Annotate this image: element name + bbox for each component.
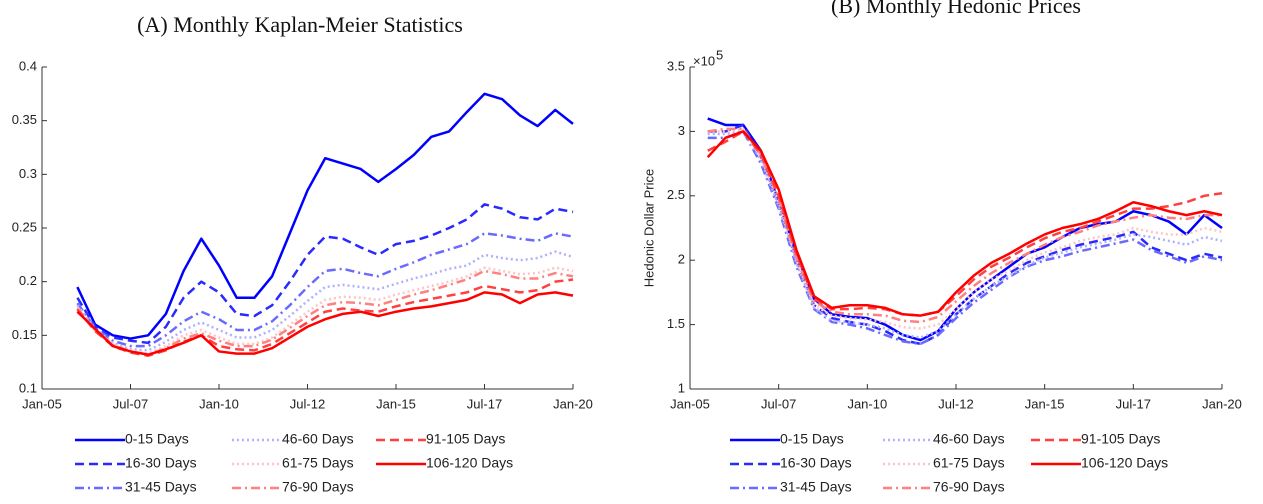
y-tick-label: 0.2 bbox=[19, 273, 37, 288]
legend-label: 0-15 Days bbox=[780, 431, 844, 447]
x-tick-label: Jan-15 bbox=[1025, 396, 1065, 411]
legend-label: 46-60 Days bbox=[933, 431, 1005, 447]
y-tick-label: 1.5 bbox=[667, 316, 685, 331]
series-line bbox=[76, 232, 574, 348]
series-line bbox=[76, 92, 574, 340]
y-tick-label: 0.25 bbox=[12, 219, 37, 234]
legend-label: 106-120 Days bbox=[1081, 455, 1168, 471]
series-line bbox=[76, 291, 574, 356]
chart-title: (B) Monthly Hedonic Prices bbox=[831, 0, 1081, 18]
panel: (B) Monthly Hedonic Prices 1 1.5 2 2.5 3 3.5 Ja… bbox=[641, 0, 1241, 495]
y-tick-label: 3.5 bbox=[667, 58, 685, 73]
legend-label: 16-30 Days bbox=[125, 455, 197, 471]
legend-label: 0-15 Days bbox=[125, 431, 189, 447]
y-tick-label: 0.3 bbox=[19, 166, 37, 181]
legend: 0-15 Days 16-30 Days 31-45 Days 46-60 Days 6… bbox=[75, 431, 513, 495]
chart-title: (A) Monthly Kaplan-Meier Statistics bbox=[137, 12, 463, 37]
y-tick-label: 0.1 bbox=[19, 380, 37, 395]
legend-label: 46-60 Days bbox=[282, 431, 354, 447]
y-tick-label: 0.4 bbox=[19, 58, 37, 73]
legend: 0-15 Days 16-30 Days 31-45 Days 46-60 Days 6… bbox=[730, 431, 1168, 495]
y-multiplier: ×10 bbox=[693, 53, 715, 68]
legend-label: 91-105 Days bbox=[1081, 431, 1160, 447]
series-line bbox=[707, 130, 1223, 339]
x-tick-label: Jan-20 bbox=[1202, 396, 1242, 411]
y-tick-label: 2.5 bbox=[667, 187, 685, 202]
series-line bbox=[706, 130, 1223, 317]
legend-label: 91-105 Days bbox=[426, 431, 505, 447]
series-line bbox=[707, 130, 1223, 317]
x-tick-label: Jan-05 bbox=[670, 396, 710, 411]
y-tick-label: 2 bbox=[678, 252, 685, 267]
series-line bbox=[76, 278, 574, 357]
series-line bbox=[707, 127, 1223, 330]
y-tick-label: 3 bbox=[678, 123, 685, 138]
legend-label: 61-75 Days bbox=[282, 455, 354, 471]
x-tick-label: Jul-07 bbox=[761, 396, 796, 411]
panel: (A) Monthly Kaplan-Meier Statistics 0.1 0.… bbox=[12, 12, 593, 495]
y-tick-label: 0.35 bbox=[12, 112, 37, 127]
series-line bbox=[707, 123, 1223, 346]
x-tick-label: Jul-12 bbox=[938, 396, 973, 411]
legend-label: 76-90 Days bbox=[933, 479, 1005, 495]
legend-label: 106-120 Days bbox=[426, 455, 513, 471]
x-tick-label: Jul-07 bbox=[113, 396, 148, 411]
x-tick-label: Jul-12 bbox=[290, 396, 325, 411]
series-line bbox=[76, 203, 574, 345]
y-axis-label: Hedonic Dollar Price bbox=[641, 169, 656, 288]
series-line bbox=[76, 266, 574, 355]
y-tick-label: 1 bbox=[678, 380, 685, 395]
x-tick-label: Jan-20 bbox=[553, 396, 593, 411]
series-line bbox=[707, 130, 1223, 346]
series-line bbox=[707, 117, 1223, 342]
legend-label: 16-30 Days bbox=[780, 455, 852, 471]
x-tick-label: Jan-05 bbox=[22, 396, 62, 411]
x-tick-label: Jul-17 bbox=[467, 396, 502, 411]
series-line bbox=[76, 250, 574, 352]
x-tick-label: Jan-10 bbox=[199, 396, 239, 411]
x-tick-label: Jan-15 bbox=[376, 396, 416, 411]
legend-label: 61-75 Days bbox=[933, 455, 1005, 471]
x-tick-label: Jul-17 bbox=[1116, 396, 1151, 411]
legend-label: 31-45 Days bbox=[780, 479, 852, 495]
legend-label: 76-90 Days bbox=[282, 479, 354, 495]
y-multiplier-exponent: 5 bbox=[716, 47, 723, 62]
legend-label: 31-45 Days bbox=[125, 479, 197, 495]
x-tick-label: Jan-10 bbox=[847, 396, 887, 411]
y-tick-label: 0.15 bbox=[12, 327, 37, 342]
